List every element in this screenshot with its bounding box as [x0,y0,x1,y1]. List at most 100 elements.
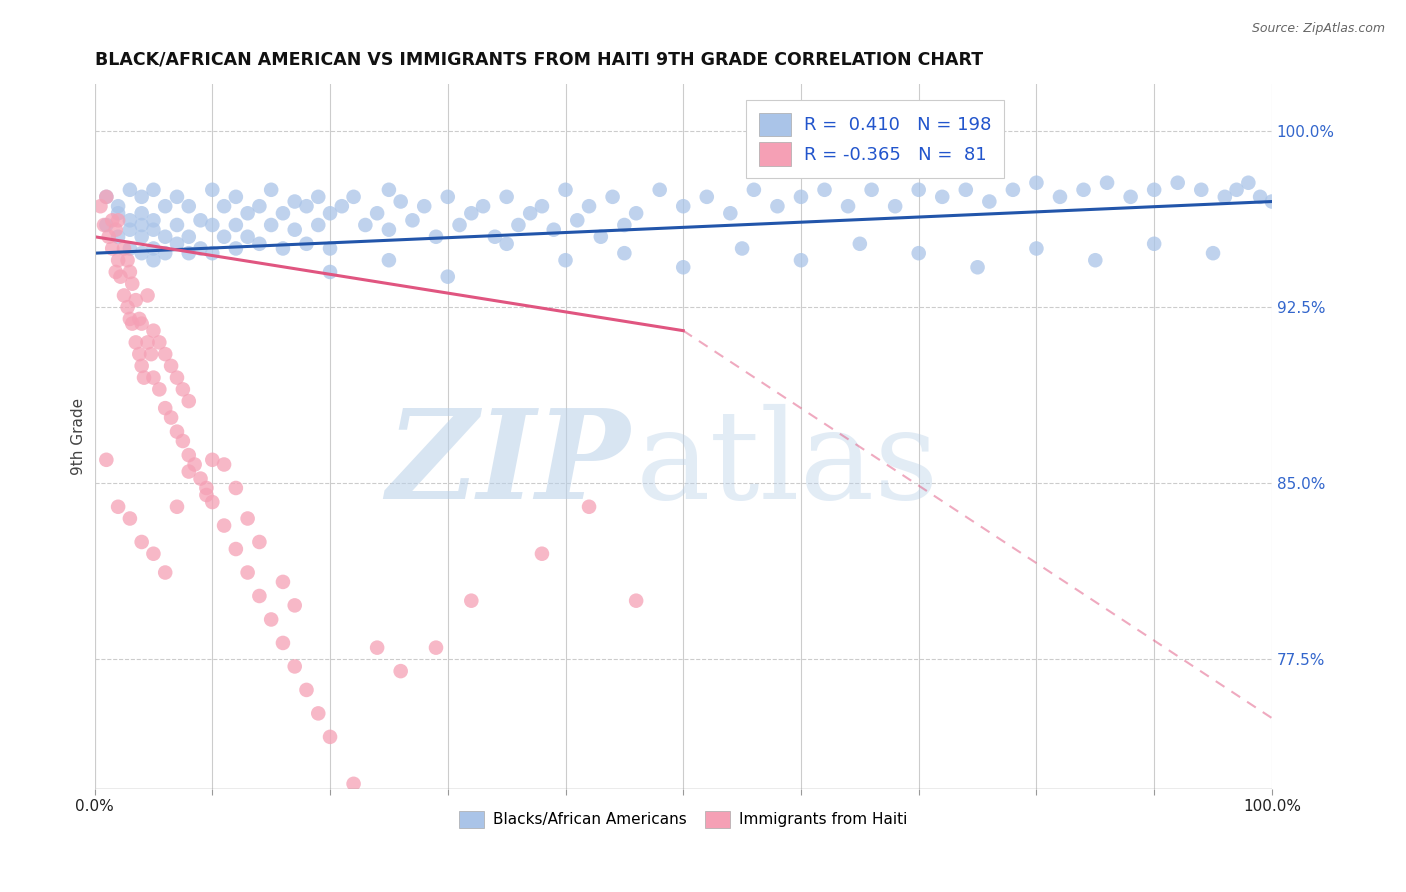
Point [1143,236,1166,251]
Point [295,682,318,697]
Text: BLACK/AFRICAN AMERICAN VS IMMIGRANTS FROM HAITI 9TH GRADE CORRELATION CHART: BLACK/AFRICAN AMERICAN VS IMMIGRANTS FRO… [94,51,983,69]
Point [1261,194,1284,209]
Point [201,218,224,232]
Point [201,495,224,509]
Point [307,190,329,204]
Point [319,242,342,256]
Point [696,190,718,204]
Point [177,246,200,260]
Point [142,370,165,384]
Point [225,542,247,557]
Point [366,640,388,655]
Point [104,265,127,279]
Point [177,394,200,409]
Point [128,347,150,361]
Point [1001,183,1024,197]
Point [172,434,194,448]
Point [1025,176,1047,190]
Point [1073,183,1095,197]
Point [139,347,162,361]
Point [790,253,813,268]
Point [284,194,307,209]
Point [177,448,200,462]
Point [484,229,506,244]
Point [955,183,977,197]
Text: Source: ZipAtlas.com: Source: ZipAtlas.com [1251,22,1385,36]
Point [495,190,517,204]
Point [117,300,139,314]
Point [766,199,789,213]
Point [319,265,342,279]
Point [225,242,247,256]
Point [672,260,695,275]
Point [96,190,118,204]
Point [118,242,141,256]
Text: atlas: atlas [636,404,939,525]
Point [225,190,247,204]
Point [425,640,447,655]
Point [136,288,159,302]
Point [212,199,235,213]
Point [602,190,624,204]
Point [1025,242,1047,256]
Point [1249,190,1271,204]
Point [613,218,636,232]
Point [966,260,988,275]
Point [121,317,143,331]
Point [96,190,118,204]
Point [236,206,259,220]
Point [449,218,471,232]
Point [378,223,401,237]
Point [110,269,132,284]
Point [247,199,270,213]
Point [101,242,124,256]
Point [731,242,754,256]
Point [160,359,183,373]
Point [142,183,165,197]
Point [907,183,929,197]
Point [284,659,307,673]
Point [93,218,115,232]
Legend: Blacks/African Americans, Immigrants from Haiti: Blacks/African Americans, Immigrants fro… [453,805,912,834]
Point [131,535,153,549]
Point [1095,176,1118,190]
Point [132,370,155,384]
Point [225,218,247,232]
Point [183,458,205,472]
Point [201,452,224,467]
Point [177,199,200,213]
Point [117,253,139,268]
Point [166,370,188,384]
Point [136,335,159,350]
Point [131,218,153,232]
Point [172,383,194,397]
Point [319,206,342,220]
Point [107,206,129,220]
Point [107,229,129,244]
Point [247,535,270,549]
Point [195,481,218,495]
Point [247,589,270,603]
Point [718,206,741,220]
Point [436,269,458,284]
Point [160,410,183,425]
Point [166,190,188,204]
Point [142,253,165,268]
Point [128,312,150,326]
Point [295,236,318,251]
Point [260,218,283,232]
Point [131,190,153,204]
Point [530,547,553,561]
Point [155,199,177,213]
Point [1084,253,1107,268]
Point [190,472,212,486]
Point [247,236,270,251]
Point [295,199,318,213]
Point [271,636,294,650]
Point [118,213,141,227]
Point [425,229,447,244]
Point [401,213,423,227]
Point [342,777,364,791]
Point [578,500,600,514]
Point [142,242,165,256]
